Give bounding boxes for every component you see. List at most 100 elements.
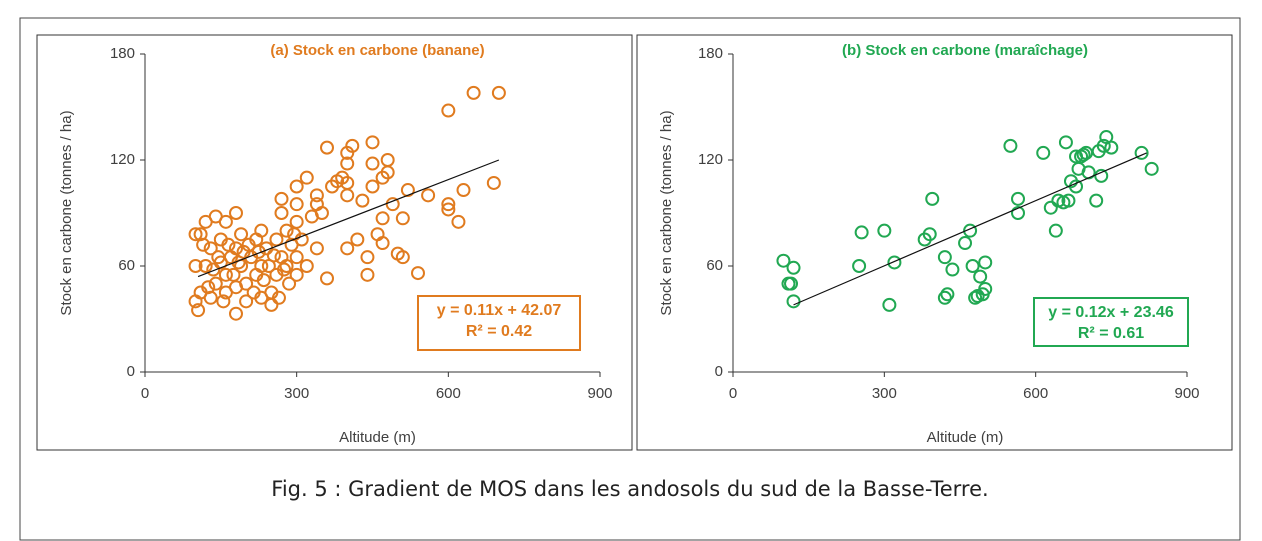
point	[456, 183, 471, 198]
point	[441, 202, 456, 217]
y-tick-label: 60	[706, 257, 723, 274]
point	[198, 259, 213, 273]
trendline	[197, 159, 500, 278]
point	[1036, 145, 1051, 160]
point	[973, 269, 988, 284]
point	[365, 135, 380, 150]
point	[309, 188, 324, 203]
point	[963, 223, 978, 238]
chart-title: (b) Stock en carbone (maraîchage)	[842, 42, 1088, 59]
point	[239, 294, 254, 309]
point	[274, 250, 289, 265]
point	[216, 294, 231, 309]
point	[360, 250, 375, 265]
point	[385, 197, 400, 212]
y-axis-label: Stock en carbone (tonnes / ha)	[58, 110, 75, 315]
point	[325, 179, 340, 194]
point	[287, 227, 302, 242]
point	[256, 273, 271, 288]
caption: Fig. 5 : Gradient de MOS dans les andoso…	[271, 477, 988, 501]
point	[441, 103, 456, 118]
point	[279, 223, 294, 238]
point	[395, 211, 410, 226]
x-tick-label: 900	[587, 385, 612, 402]
point	[937, 290, 952, 305]
point	[365, 179, 380, 194]
panel-frame	[636, 34, 1233, 451]
point	[1011, 191, 1026, 206]
point	[211, 250, 226, 265]
point	[451, 214, 466, 229]
x-axis-label: Altitude (m)	[927, 429, 1004, 446]
point	[958, 236, 973, 251]
y-tick-label: 180	[110, 45, 135, 62]
figure-frame	[19, 17, 1241, 541]
annotation-box	[417, 295, 581, 351]
point	[289, 214, 304, 229]
point	[922, 227, 937, 242]
x-tick-label: 300	[284, 385, 309, 402]
point	[365, 156, 380, 171]
chart-title: (a) Stock en carbone (banane)	[270, 42, 484, 59]
point	[201, 280, 216, 295]
y-tick-label: 0	[715, 363, 723, 380]
point	[289, 197, 304, 212]
point	[304, 209, 319, 224]
x-tick-label: 600	[1023, 385, 1048, 402]
point	[1089, 193, 1104, 208]
point	[965, 259, 980, 273]
point	[380, 153, 395, 167]
point	[968, 290, 983, 305]
point	[776, 253, 791, 268]
point	[229, 206, 243, 220]
point	[299, 259, 314, 273]
x-tick-label: 0	[729, 385, 737, 402]
point	[1043, 200, 1058, 215]
point	[1076, 147, 1091, 162]
point	[421, 188, 436, 203]
point	[400, 183, 415, 198]
point	[289, 267, 304, 282]
point	[309, 197, 324, 212]
point	[340, 156, 355, 171]
point	[978, 281, 993, 296]
x-tick-label: 0	[141, 385, 149, 402]
point	[978, 255, 993, 270]
point	[945, 262, 960, 277]
point	[299, 170, 314, 185]
point	[191, 303, 206, 318]
point	[226, 267, 241, 282]
point	[852, 259, 867, 273]
x-tick-label: 300	[872, 385, 897, 402]
point	[786, 294, 801, 309]
point	[784, 276, 799, 291]
point	[289, 250, 304, 265]
y-tick-label: 60	[118, 257, 135, 274]
point	[940, 287, 955, 302]
point	[266, 248, 281, 263]
y-tick-label: 120	[698, 151, 723, 168]
point	[1058, 135, 1073, 150]
point	[320, 140, 334, 155]
annotation: R² = 0.61	[1078, 325, 1144, 342]
annotation: y = 0.11x + 42.07	[437, 302, 562, 319]
point	[375, 170, 390, 185]
point	[251, 244, 266, 259]
point	[218, 285, 233, 300]
point	[360, 267, 375, 282]
point	[1011, 206, 1026, 220]
point	[274, 191, 289, 206]
annotation: R² = 0.42	[466, 323, 532, 340]
point	[206, 262, 221, 277]
point	[466, 85, 481, 100]
point	[271, 290, 286, 305]
point	[925, 191, 940, 206]
annotation: y = 0.12x + 23.46	[1048, 304, 1174, 321]
point	[188, 227, 203, 242]
point	[198, 214, 213, 229]
y-tick-label: 180	[698, 45, 723, 62]
point	[241, 237, 256, 252]
point	[188, 294, 203, 309]
point	[937, 250, 952, 265]
point	[854, 225, 869, 240]
